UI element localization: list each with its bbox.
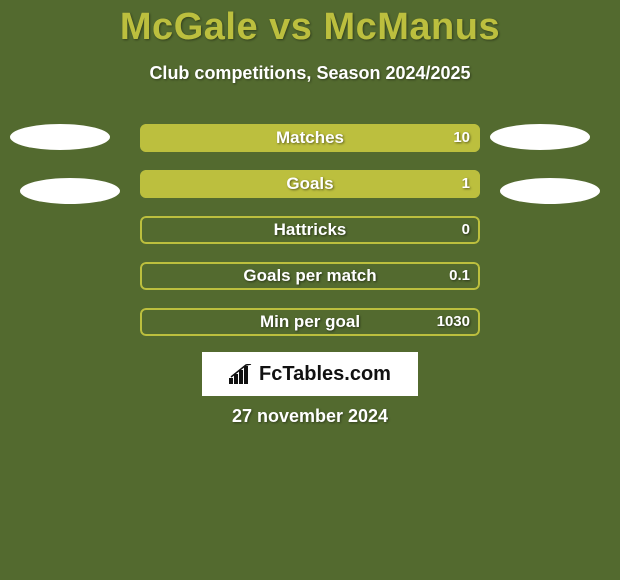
stat-bar-value: 1030 xyxy=(437,308,470,336)
stat-bar-label: Hattricks xyxy=(140,216,480,244)
stat-bar-label: Goals xyxy=(140,170,480,198)
page-root: McGale vs McManus Club competitions, Sea… xyxy=(0,0,620,580)
page-subtitle: Club competitions, Season 2024/2025 xyxy=(0,63,620,84)
blob-0 xyxy=(10,124,110,150)
stat-bar: Min per goal1030 xyxy=(140,308,480,336)
stat-bar-value: 0 xyxy=(462,216,470,244)
stat-bar-label: Min per goal xyxy=(140,308,480,336)
stat-bar-label: Matches xyxy=(140,124,480,152)
logo-box: FcTables.com xyxy=(202,352,418,396)
stat-bar: Matches10 xyxy=(140,124,480,152)
bar-chart-icon xyxy=(229,364,253,384)
stat-bar-value: 1 xyxy=(462,170,470,198)
stat-bar-value: 0.1 xyxy=(449,262,470,290)
stat-bar: Goals1 xyxy=(140,170,480,198)
stats-bars: Matches10Goals1Hattricks0Goals per match… xyxy=(140,124,480,354)
blob-2 xyxy=(490,124,590,150)
date-line: 27 november 2024 xyxy=(0,406,620,427)
stat-bar: Hattricks0 xyxy=(140,216,480,244)
stat-bar-value: 10 xyxy=(453,124,470,152)
blob-3 xyxy=(500,178,600,204)
stat-bar: Goals per match0.1 xyxy=(140,262,480,290)
logo-text: FcTables.com xyxy=(259,363,391,386)
page-title: McGale vs McManus xyxy=(0,0,620,49)
blob-1 xyxy=(20,178,120,204)
stat-bar-label: Goals per match xyxy=(140,262,480,290)
